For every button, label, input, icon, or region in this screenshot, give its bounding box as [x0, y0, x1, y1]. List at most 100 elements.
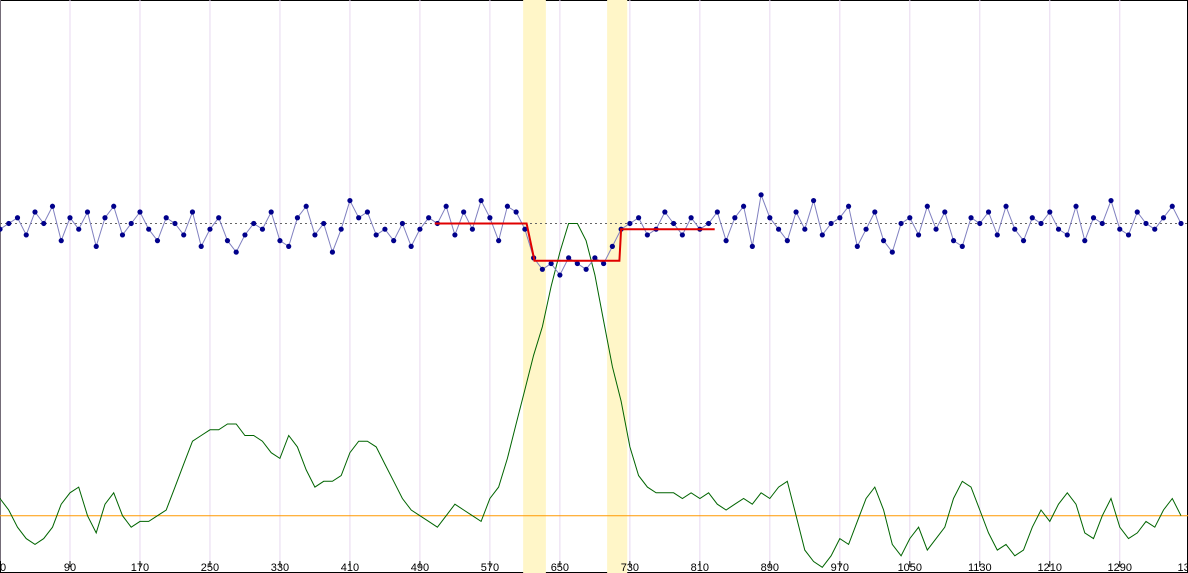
green-line	[0, 223, 1182, 568]
data-point	[1134, 209, 1140, 215]
data-point	[854, 243, 860, 249]
data-point	[968, 215, 974, 221]
blue-line	[0, 192, 1182, 276]
data-point	[128, 220, 134, 227]
data-point	[767, 215, 773, 221]
data-point	[6, 220, 12, 227]
data-point	[391, 238, 397, 244]
step-line	[434, 222, 715, 262]
data-point	[1038, 220, 1044, 227]
data-point	[1117, 226, 1123, 232]
data-point	[714, 209, 720, 215]
data-point	[303, 203, 309, 209]
data-point	[443, 203, 449, 209]
data-point	[347, 197, 353, 204]
data-point	[1020, 238, 1027, 244]
data-point	[1047, 209, 1053, 215]
data-point	[364, 209, 371, 215]
data-point	[758, 192, 764, 198]
data-point	[478, 197, 484, 204]
data-point	[1152, 226, 1158, 232]
data-point	[880, 238, 887, 244]
data-point	[566, 255, 572, 261]
data-point	[452, 232, 458, 238]
data-point	[845, 203, 852, 209]
data-point	[329, 249, 336, 255]
data-point	[740, 203, 747, 209]
data-point	[1073, 203, 1079, 209]
data-point	[933, 226, 939, 232]
data-point	[146, 226, 152, 232]
data-point	[181, 232, 187, 238]
data-point	[583, 266, 589, 272]
data-point	[41, 220, 47, 227]
data-point	[574, 260, 580, 267]
data-point	[399, 220, 406, 227]
data-point	[1003, 203, 1009, 209]
data-point	[294, 215, 301, 221]
data-point	[793, 209, 799, 215]
data-point	[67, 215, 73, 221]
x-tick-label: 1210	[1038, 562, 1062, 573]
data-point	[487, 215, 493, 221]
x-tick-label: 810	[691, 562, 709, 573]
data-point	[32, 209, 38, 215]
data-point	[810, 197, 817, 204]
x-tick-label: 570	[481, 562, 499, 573]
data-point	[1143, 220, 1149, 227]
data-point	[749, 243, 755, 249]
x-tick-label: 730	[621, 562, 639, 573]
highlight-band	[523, 0, 546, 573]
data-point	[426, 215, 432, 221]
data-point	[1064, 232, 1070, 238]
data-point	[1169, 203, 1175, 209]
data-point	[277, 238, 283, 244]
data-point	[732, 215, 738, 221]
data-point	[338, 226, 344, 232]
data-point	[496, 238, 502, 244]
data-point	[163, 215, 169, 221]
data-point	[662, 209, 668, 215]
data-point	[1160, 215, 1167, 221]
data-point	[216, 215, 222, 221]
data-point	[837, 215, 843, 221]
data-point	[592, 255, 598, 261]
data-point	[76, 226, 82, 232]
data-point	[942, 209, 948, 215]
data-point	[356, 215, 362, 221]
data-point	[889, 249, 895, 255]
data-point	[224, 238, 231, 244]
data-point	[111, 203, 117, 209]
data-point	[102, 215, 108, 221]
data-point	[985, 209, 992, 215]
data-point	[609, 243, 615, 249]
data-point	[977, 220, 983, 227]
data-point	[198, 243, 204, 249]
data-point	[1090, 215, 1097, 221]
highlight-band	[607, 0, 628, 573]
data-point	[286, 243, 292, 249]
data-point	[504, 203, 510, 209]
data-point	[251, 220, 257, 227]
data-point	[259, 226, 266, 232]
data-point	[819, 232, 825, 238]
data-point	[1012, 226, 1018, 232]
data-point	[382, 226, 388, 232]
x-tick-label: 10	[0, 562, 6, 573]
data-point	[469, 226, 476, 232]
data-point	[1055, 226, 1062, 232]
data-point	[154, 238, 161, 244]
x-tick-label: 650	[551, 562, 569, 573]
data-point	[1029, 215, 1035, 221]
data-point	[671, 220, 677, 227]
data-point	[373, 232, 379, 238]
data-point	[898, 220, 904, 227]
data-point	[189, 209, 196, 215]
data-point	[601, 260, 607, 267]
data-point	[994, 232, 1000, 238]
data-point	[557, 272, 563, 278]
data-point	[863, 226, 869, 232]
data-point	[233, 249, 239, 255]
